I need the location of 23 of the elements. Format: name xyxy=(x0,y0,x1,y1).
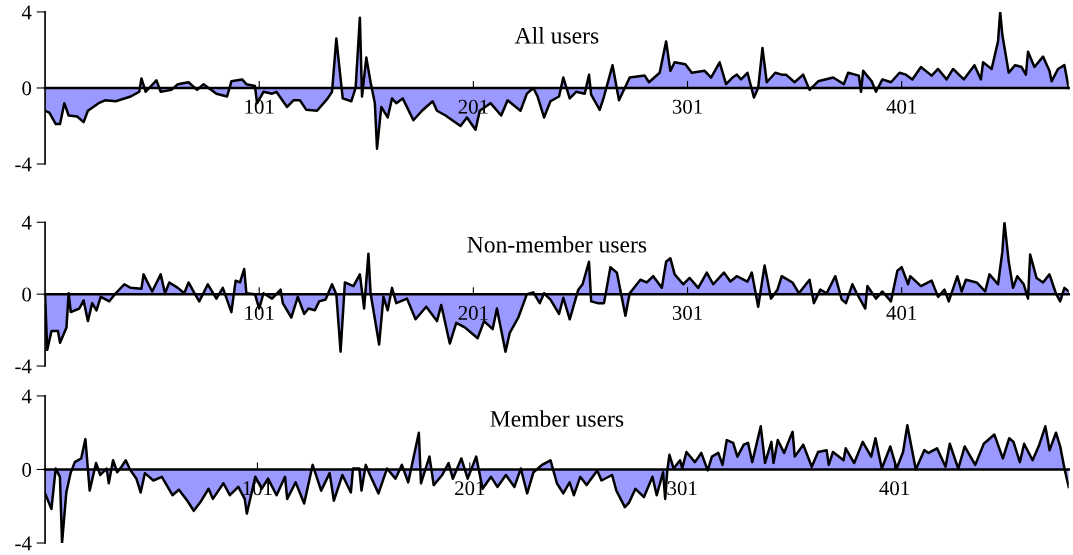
x-tick-label: 301 xyxy=(672,99,702,114)
x-tick-label: 201 xyxy=(455,481,485,496)
y-tick-label: 0 xyxy=(22,81,32,96)
y-tick-label: 0 xyxy=(22,462,32,477)
y-tick-label: -4 xyxy=(15,157,32,172)
y-tick-label: 4 xyxy=(21,389,32,404)
x-tick-label: 101 xyxy=(245,305,274,320)
x-tick-label: 201 xyxy=(458,305,488,320)
chart-title: All users xyxy=(514,27,599,44)
x-tick-label: 301 xyxy=(667,481,697,496)
y-tick-label: -4 xyxy=(15,536,32,551)
y-tick-label: 4 xyxy=(21,215,32,230)
x-tick-label: 301 xyxy=(672,305,702,320)
chart-title: Non-member users xyxy=(467,236,647,253)
x-tick-label: 401 xyxy=(886,99,917,114)
y-tick-label: -4 xyxy=(15,359,32,374)
y-tick-label: 4 xyxy=(21,5,32,20)
chart-title: Member users xyxy=(490,410,624,427)
x-tick-label: 401 xyxy=(879,481,909,496)
x-tick-label: 201 xyxy=(458,99,488,114)
y-tick-label: 0 xyxy=(22,287,32,302)
x-tick-label: 401 xyxy=(886,305,917,320)
x-tick-label: 101 xyxy=(245,99,274,114)
